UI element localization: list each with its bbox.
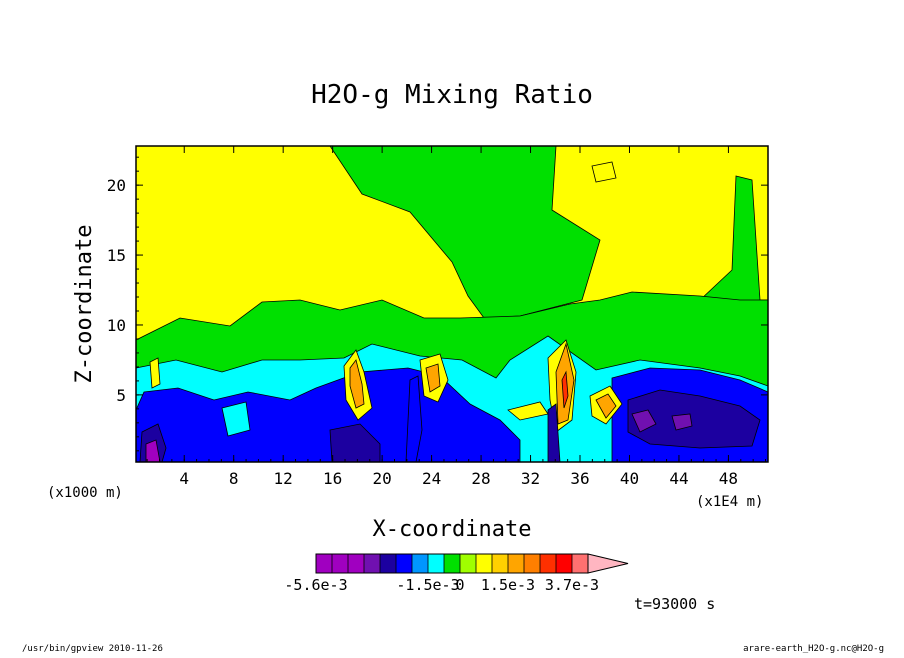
contour-magenta-left [145, 439, 161, 462]
colorbar-cell [396, 554, 412, 573]
colorbar-cell [572, 554, 588, 573]
colorbar-label: -1.5e-3 [396, 576, 459, 594]
colorbar-cell [412, 554, 428, 573]
x-axis-label: X-coordinate [373, 517, 532, 542]
y-axis-unit: (x1000 m) [47, 485, 123, 501]
x-tick-label: 36 [570, 469, 589, 488]
time-annotation: t=93000 s [634, 595, 715, 613]
plot-frame [135, 145, 769, 463]
y-tick-label: 10 [107, 316, 126, 335]
colorbar: -5.6e-3 -1.5e-30 1.5e-3 3.7e-3 [284, 553, 629, 594]
contour-purple-core-right [631, 409, 657, 433]
contour-cyan-gap [221, 401, 251, 437]
contour-orange-blob-mid [425, 363, 441, 393]
colorbar-cell [524, 554, 540, 573]
contour-yellow-bump-left [149, 357, 161, 389]
contour-orange-plume-left [349, 359, 365, 409]
colorbar-cell [428, 554, 444, 573]
x-tick-label: 16 [323, 469, 342, 488]
contour-field [136, 146, 768, 462]
colorbar-cell [380, 554, 396, 573]
colorbar-cell [540, 554, 556, 573]
colorbar-cell [556, 554, 572, 573]
x-axis: 4 8 12 16 20 24 28 32 36 40 44 48 [146, 146, 767, 488]
x-tick-label: 44 [669, 469, 688, 488]
contour-navy-mid [329, 423, 381, 462]
colorbar-cell [492, 554, 508, 573]
y-axis-label: Z-coordinate [72, 225, 97, 384]
colorbar-label: 0 [455, 576, 464, 594]
y-tick-label: 5 [116, 386, 126, 405]
colorbar-cell [508, 554, 524, 573]
contour-navy-right [627, 389, 761, 449]
colorbar-cell [332, 554, 348, 573]
x-tick-label: 24 [422, 469, 441, 488]
plot-area [135, 145, 769, 463]
chart-title: H2O-g Mixing Ratio [311, 80, 593, 110]
x-tick-label: 4 [179, 469, 189, 488]
colorbar-cell [316, 554, 332, 573]
contour-orange-blob-right [595, 393, 617, 419]
y-axis: 5 10 15 20 [107, 156, 768, 452]
colorbar-label: 1.5e-3 [481, 576, 535, 594]
colorbar-label: -5.6e-3 [284, 576, 347, 594]
x-tick-label: 20 [372, 469, 391, 488]
y-tick-label: 15 [107, 246, 126, 265]
contour-yellow-island [591, 161, 617, 183]
colorbar-cell [348, 554, 364, 573]
x-tick-label: 32 [521, 469, 540, 488]
footer-right: arare-earth_H2O-g.nc@H2O-g [743, 644, 884, 654]
colorbar-arrow [587, 553, 629, 574]
colorbar-cell [476, 554, 492, 573]
contour-blue-streaks-a [405, 375, 423, 462]
x-tick-label: 8 [229, 469, 239, 488]
x-tick-label: 12 [274, 469, 293, 488]
contour-purple-core-mid [671, 413, 693, 431]
colorbar-cell [460, 554, 476, 573]
y-tick-label: 20 [107, 176, 126, 195]
footer-left: /usr/bin/gpview 2010-11-26 [22, 644, 163, 654]
contour-red-streak [561, 370, 569, 409]
x-axis-unit: (x1E4 m) [696, 494, 763, 510]
colorbar-cell [364, 554, 380, 573]
colorbar-label: 3.7e-3 [545, 576, 599, 594]
x-tick-label: 48 [719, 469, 738, 488]
contour-navy-streaks-b [547, 403, 561, 462]
colorbar-cell [444, 554, 460, 573]
x-tick-label: 28 [471, 469, 490, 488]
x-tick-label: 40 [620, 469, 639, 488]
